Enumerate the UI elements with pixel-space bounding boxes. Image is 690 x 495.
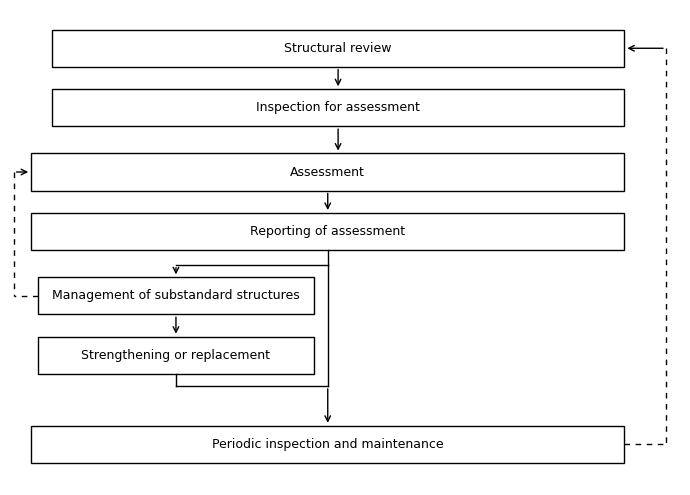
Bar xyxy=(52,30,624,67)
Text: Assessment: Assessment xyxy=(290,165,365,179)
Text: Structural review: Structural review xyxy=(284,42,392,55)
Text: Reporting of assessment: Reporting of assessment xyxy=(250,225,405,238)
Text: Inspection for assessment: Inspection for assessment xyxy=(256,101,420,114)
Bar xyxy=(31,153,624,191)
Bar xyxy=(38,277,314,314)
Text: Strengthening or replacement: Strengthening or replacement xyxy=(81,348,270,362)
Bar xyxy=(31,213,624,250)
Text: Periodic inspection and maintenance: Periodic inspection and maintenance xyxy=(212,438,444,451)
Text: Management of substandard structures: Management of substandard structures xyxy=(52,289,300,302)
Bar xyxy=(38,337,314,374)
Bar xyxy=(31,426,624,463)
Bar xyxy=(52,89,624,126)
